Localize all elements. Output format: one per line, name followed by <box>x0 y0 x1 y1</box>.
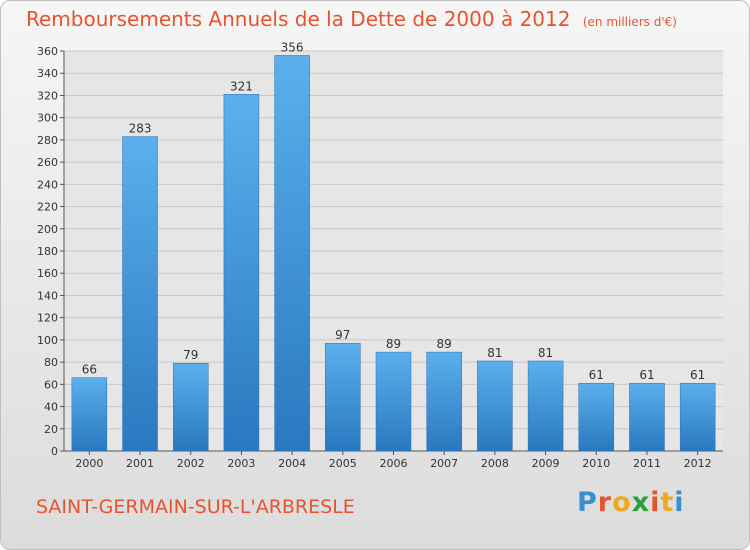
y-tick-label: 180 <box>37 245 58 258</box>
y-tick-label: 200 <box>37 223 58 236</box>
x-tick-label-2004: 2004 <box>278 457 306 470</box>
data-label-2009: 81 <box>538 346 553 360</box>
y-tick-label: 280 <box>37 134 58 147</box>
x-tick-label-2011: 2011 <box>633 457 661 470</box>
y-tick-label: 20 <box>44 423 58 436</box>
data-label-2002: 79 <box>183 348 198 362</box>
logo-letter: r <box>597 487 613 518</box>
data-label-2008: 81 <box>487 346 502 360</box>
data-label-2010: 61 <box>589 368 604 382</box>
logo-letter: t <box>660 487 675 518</box>
y-tick-label: 0 <box>51 445 58 458</box>
bar-2002 <box>172 362 209 452</box>
x-tick-label-2007: 2007 <box>430 457 458 470</box>
x-tick-label-2012: 2012 <box>684 457 712 470</box>
x-tick-label-2010: 2010 <box>582 457 610 470</box>
bar-2004 <box>274 55 310 452</box>
y-tick-label: 340 <box>37 67 58 80</box>
y-tick-label: 360 <box>37 45 58 58</box>
logo-letter: x <box>631 487 651 518</box>
x-tick-label-2001: 2001 <box>126 457 154 470</box>
data-label-2007: 89 <box>437 337 452 351</box>
bar-2008 <box>477 360 513 452</box>
bar-2003 <box>223 94 260 452</box>
bar-2007 <box>426 351 462 452</box>
x-tick-label-2000: 2000 <box>75 457 103 470</box>
data-label-2005: 97 <box>335 328 350 342</box>
commune-name: SAINT-GERMAIN-SUR-L'ARBRESLE <box>36 496 355 518</box>
data-label-2004: 356 <box>281 40 304 54</box>
logo-letter: i <box>650 487 661 518</box>
data-label-2006: 89 <box>386 337 401 351</box>
x-tick-label-2005: 2005 <box>329 457 357 470</box>
logo-letter: P <box>577 487 598 518</box>
y-tick-label: 260 <box>37 156 58 169</box>
logo-letter: i <box>674 487 685 518</box>
y-tick-label: 220 <box>37 201 58 214</box>
bar-2010 <box>578 382 615 452</box>
y-tick-label: 80 <box>44 356 58 369</box>
data-label-2000: 66 <box>82 363 97 377</box>
data-label-2012: 61 <box>690 368 705 382</box>
x-tick-label-2002: 2002 <box>177 457 205 470</box>
bar-2006 <box>375 351 412 452</box>
x-tick-label-2006: 2006 <box>380 457 408 470</box>
y-tick-label: 140 <box>37 289 58 302</box>
x-tick-label-2009: 2009 <box>532 457 560 470</box>
y-tick-label: 40 <box>44 401 58 414</box>
proxiti-logo: Proxiti <box>577 487 685 518</box>
title-text: Remboursements Annuels de la Dette de 20… <box>26 7 571 31</box>
logo-letter: o <box>612 487 632 518</box>
bar-2012 <box>679 382 716 452</box>
x-tick-label-2008: 2008 <box>481 457 509 470</box>
data-label-2011: 61 <box>639 368 654 382</box>
y-tick-label: 60 <box>44 378 58 391</box>
title-subtitle: (en milliers d'€) <box>582 15 677 29</box>
chart-title: Remboursements Annuels de la Dette de 20… <box>26 7 677 31</box>
bar-2000 <box>71 377 108 452</box>
bar-2001 <box>122 136 158 452</box>
data-label-2003: 321 <box>230 79 253 93</box>
x-tick-label-2003: 2003 <box>227 457 255 470</box>
y-tick-label: 120 <box>37 312 58 325</box>
bar-2011 <box>629 382 665 452</box>
y-tick-label: 160 <box>37 267 58 280</box>
y-tick-label: 240 <box>37 178 58 191</box>
data-label-2001: 283 <box>129 122 152 136</box>
bar-2009 <box>527 360 564 452</box>
y-tick-label: 320 <box>37 89 58 102</box>
y-tick-label: 300 <box>37 112 58 125</box>
y-tick-label: 100 <box>37 334 58 347</box>
bar-2005 <box>325 342 361 452</box>
